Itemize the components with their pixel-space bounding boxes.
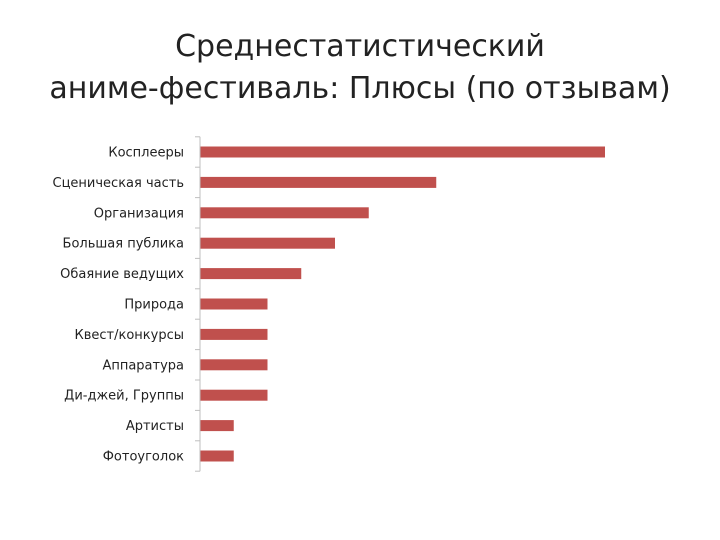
category-label: Природа xyxy=(124,298,184,313)
bar xyxy=(200,268,302,280)
category-label: Артисты xyxy=(126,419,184,434)
bar xyxy=(200,146,605,158)
bar xyxy=(200,207,369,219)
bar xyxy=(200,359,268,371)
bar xyxy=(200,328,268,340)
category-label: Обаяние ведущих xyxy=(60,267,184,282)
bar xyxy=(200,298,268,310)
title-line-1: Среднестатистический xyxy=(175,29,545,64)
category-label: Сценическая часть xyxy=(53,176,185,191)
bar xyxy=(200,176,437,188)
category-label: Косплееры xyxy=(108,146,184,161)
category-label: Организация xyxy=(94,206,184,221)
bar xyxy=(200,237,335,249)
title-line-2: аниме-фестиваль: Плюсы (по отзывам) xyxy=(49,71,671,106)
category-label: Фотоуголок xyxy=(103,450,184,465)
category-label: Квест/конкурсы xyxy=(74,328,184,343)
category-label: Аппаратура xyxy=(102,358,184,373)
bars-layer xyxy=(200,146,605,462)
slide-title: Среднестатистический аниме-фестиваль: Пл… xyxy=(20,26,700,110)
category-axis xyxy=(195,136,201,472)
category-label: Ди-джей, Группы xyxy=(64,389,184,404)
bar xyxy=(200,420,234,432)
category-labels: Косплееры Сценическая часть Организация Бол… xyxy=(53,146,185,465)
bar xyxy=(200,450,234,462)
bar xyxy=(200,389,268,401)
category-label: Большая публика xyxy=(63,237,184,252)
